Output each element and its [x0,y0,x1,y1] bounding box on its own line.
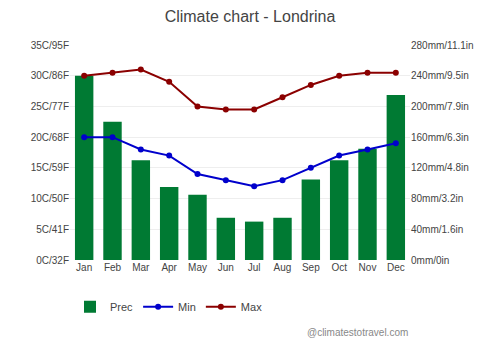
svg-text:280mm/11.1in: 280mm/11.1in [411,40,474,51]
svg-text:Max: Max [241,301,262,313]
svg-text:120mm/4.8in: 120mm/4.8in [411,162,469,173]
svg-text:Sep: Sep [302,262,320,273]
svg-text:Nov: Nov [359,262,377,273]
svg-text:25C/77F: 25C/77F [31,101,69,112]
svg-text:20C/68F: 20C/68F [31,132,69,143]
svg-text:Oct: Oct [331,262,347,273]
svg-text:May: May [188,262,207,273]
svg-text:Jul: Jul [248,262,261,273]
svg-text:Min: Min [178,301,196,313]
svg-text:160mm/6.3in: 160mm/6.3in [411,132,469,143]
svg-text:240mm/9.5in: 240mm/9.5in [411,70,469,81]
svg-text:Jan: Jan [76,262,92,273]
svg-text:0C/32F: 0C/32F [36,255,69,266]
svg-text:5C/41F: 5C/41F [36,224,69,235]
svg-text:Feb: Feb [104,262,122,273]
svg-text:80mm/3.2in: 80mm/3.2in [411,193,463,204]
svg-text:15C/59F: 15C/59F [31,162,69,173]
svg-text:0mm/0in: 0mm/0in [411,255,449,266]
svg-text:Jun: Jun [218,262,234,273]
svg-text:Mar: Mar [132,262,150,273]
svg-text:@climatestotravel.com: @climatestotravel.com [307,327,408,338]
svg-text:Dec: Dec [387,262,405,273]
svg-text:35C/95F: 35C/95F [31,40,69,51]
svg-text:40mm/1.6in: 40mm/1.6in [411,224,463,235]
svg-text:Aug: Aug [274,262,292,273]
svg-text:Climate chart - Londrina: Climate chart - Londrina [165,8,336,25]
svg-text:30C/86F: 30C/86F [31,70,69,81]
svg-text:10C/50F: 10C/50F [31,193,69,204]
svg-text:Apr: Apr [161,262,177,273]
svg-text:Prec: Prec [110,301,133,313]
svg-text:200mm/7.9in: 200mm/7.9in [411,101,469,112]
